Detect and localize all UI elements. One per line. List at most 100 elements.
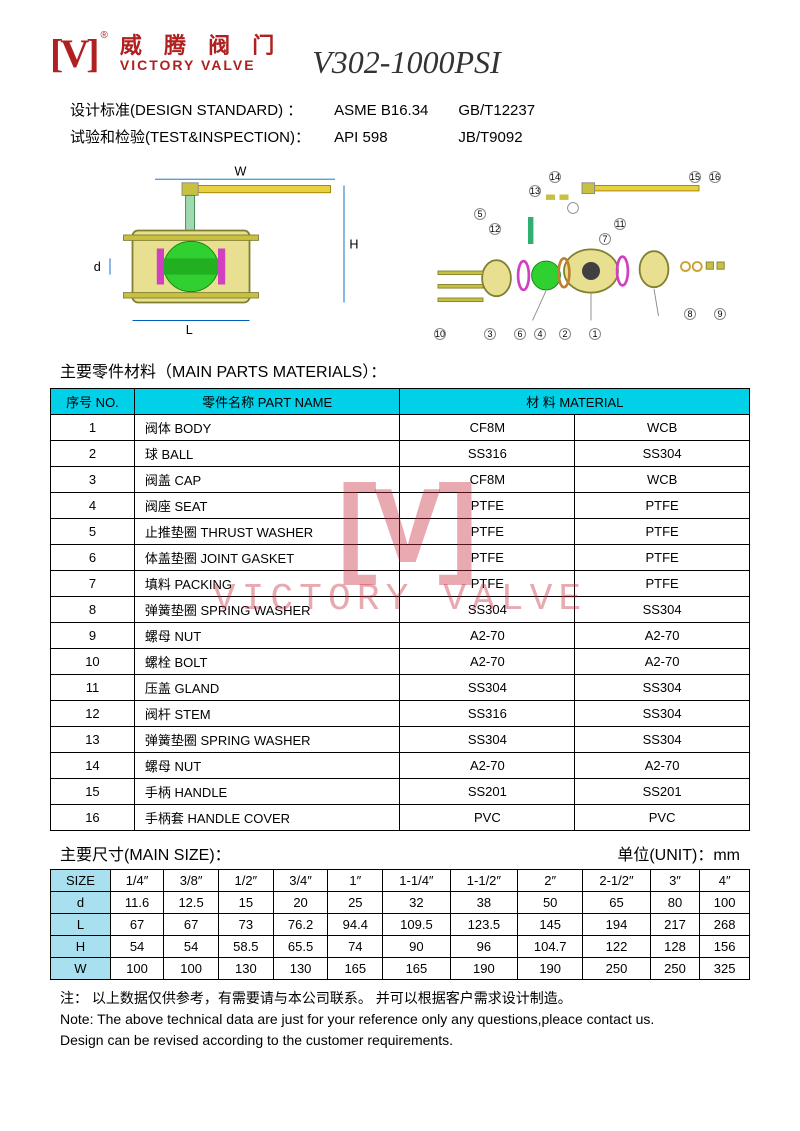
size-section-title: 主要尺寸(MAIN SIZE)： [60, 841, 231, 865]
cell-no: 10 [51, 649, 135, 675]
callout-15: 15 [689, 171, 701, 183]
exploded-view-diagram: 14 15 16 13 5 12 11 7 10 3 6 4 2 1 8 9 [414, 163, 750, 343]
table-row: 9螺母 NUTA2-70A2-70 [51, 623, 750, 649]
table-row: 12阀杆 STEMSS316SS304 [51, 701, 750, 727]
callout-1: 1 [589, 328, 601, 340]
cell-mat2: A2-70 [575, 753, 750, 779]
design-standard-val1: ASME B16.34 [334, 97, 454, 124]
cell-name: 螺母 NUT [134, 753, 400, 779]
size-header-cell: 1/2″ [218, 870, 273, 892]
cell-name: 阀座 SEAT [134, 493, 400, 519]
logo-bracket-icon: [V] [50, 30, 97, 77]
table-row: 7填料 PACKINGPTFEPTFE [51, 571, 750, 597]
cell-mat2: SS304 [575, 675, 750, 701]
cell-no: 3 [51, 467, 135, 493]
cell-mat1: CF8M [400, 415, 575, 441]
cell-mat2: PTFE [575, 545, 750, 571]
callout-5: 5 [474, 208, 486, 220]
col-no: 序号 NO. [51, 389, 135, 415]
callout-9: 9 [714, 308, 726, 320]
cell-name: 螺栓 BOLT [134, 649, 400, 675]
cross-section-diagram: W H L d [50, 163, 386, 343]
size-cell: 32 [383, 892, 450, 914]
size-header-cell: 1″ [328, 870, 383, 892]
notes-en1: Note: The above technical data are just … [60, 1009, 740, 1030]
table-row: 16手柄套 HANDLE COVERPVCPVC [51, 805, 750, 831]
size-cell: 194 [583, 914, 650, 936]
cell-name: 手柄 HANDLE [134, 779, 400, 805]
test-inspection-label: 试验和检验(TEST&INSPECTION)： [70, 124, 330, 151]
size-cell: 250 [583, 958, 650, 980]
cell-mat1: CF8M [400, 467, 575, 493]
cell-mat2: SS304 [575, 597, 750, 623]
size-cell: 128 [650, 936, 700, 958]
size-cell: 65.5 [273, 936, 328, 958]
size-cell: 94.4 [328, 914, 383, 936]
logo-cn-text: 威 腾 阀 门 [120, 34, 282, 58]
size-cell: 15 [218, 892, 273, 914]
size-row: d11.612.51520253238506580100 [51, 892, 750, 914]
cell-no: 15 [51, 779, 135, 805]
size-header-row: SIZE1/4″3/8″1/2″3/4″1″1-1/4″1-1/2″2″2-1/… [51, 870, 750, 892]
size-cell: 58.5 [218, 936, 273, 958]
table-row: 4阀座 SEATPTFEPTFE [51, 493, 750, 519]
cell-mat1: SS304 [400, 597, 575, 623]
size-cell: 156 [700, 936, 750, 958]
size-header-cell: 3/4″ [273, 870, 328, 892]
cell-no: 12 [51, 701, 135, 727]
cell-name: 弹簧垫圈 SPRING WASHER [134, 727, 400, 753]
size-cell: 54 [164, 936, 219, 958]
cell-mat1: PTFE [400, 545, 575, 571]
main-size-table: SIZE1/4″3/8″1/2″3/4″1″1-1/4″1-1/2″2″2-1/… [50, 869, 750, 980]
cell-mat1: PTFE [400, 571, 575, 597]
cell-mat1: PVC [400, 805, 575, 831]
size-cell: 100 [700, 892, 750, 914]
cell-mat2: PTFE [575, 493, 750, 519]
col-partname: 零件名称 PART NAME [134, 389, 400, 415]
size-row-label: H [51, 936, 111, 958]
size-row: L67677376.294.4109.5123.5145194217268 [51, 914, 750, 936]
cell-name: 阀杆 STEM [134, 701, 400, 727]
size-cell: 130 [218, 958, 273, 980]
size-cell: 104.7 [518, 936, 583, 958]
table-row: 1阀体 BODYCF8MWCB [51, 415, 750, 441]
notes-en2: Design can be revised according to the c… [60, 1030, 740, 1051]
cell-name: 止推垫圈 THRUST WASHER [134, 519, 400, 545]
size-header-cell: 2″ [518, 870, 583, 892]
cell-name: 球 BALL [134, 441, 400, 467]
test-inspection-val2: JB/T9092 [458, 129, 522, 146]
size-cell: 50 [518, 892, 583, 914]
size-cell: 73 [218, 914, 273, 936]
cell-mat2: WCB [575, 467, 750, 493]
callout-13: 13 [529, 185, 541, 197]
cell-mat1: PTFE [400, 493, 575, 519]
size-cell: 67 [164, 914, 219, 936]
size-cell: 25 [328, 892, 383, 914]
size-row: H545458.565.5749096104.7122128156 [51, 936, 750, 958]
cell-mat2: A2-70 [575, 623, 750, 649]
logo: [V] ® 威 腾 阀 门 VICTORY VALVE [50, 30, 282, 77]
cell-no: 11 [51, 675, 135, 701]
cell-mat1: A2-70 [400, 753, 575, 779]
callout-14: 14 [549, 171, 561, 183]
table-row: 10螺栓 BOLTA2-70A2-70 [51, 649, 750, 675]
size-header-cell: 3/8″ [164, 870, 219, 892]
cell-mat2: PVC [575, 805, 750, 831]
dim-d-label: d [94, 260, 101, 274]
size-header-cell: 1-1/4″ [383, 870, 450, 892]
size-cell: 67 [110, 914, 163, 936]
callout-11: 11 [614, 218, 626, 230]
cell-mat1: SS201 [400, 779, 575, 805]
size-cell: 130 [273, 958, 328, 980]
cell-no: 14 [51, 753, 135, 779]
size-cell: 54 [110, 936, 163, 958]
cell-no: 16 [51, 805, 135, 831]
table-row: 8弹簧垫圈 SPRING WASHERSS304SS304 [51, 597, 750, 623]
table-row: 14螺母 NUTA2-70A2-70 [51, 753, 750, 779]
size-cell: 74 [328, 936, 383, 958]
size-cell: 268 [700, 914, 750, 936]
callout-16: 16 [709, 171, 721, 183]
cell-name: 体盖垫圈 JOINT GASKET [134, 545, 400, 571]
cell-no: 2 [51, 441, 135, 467]
model-title: V302-1000PSI [312, 44, 500, 81]
